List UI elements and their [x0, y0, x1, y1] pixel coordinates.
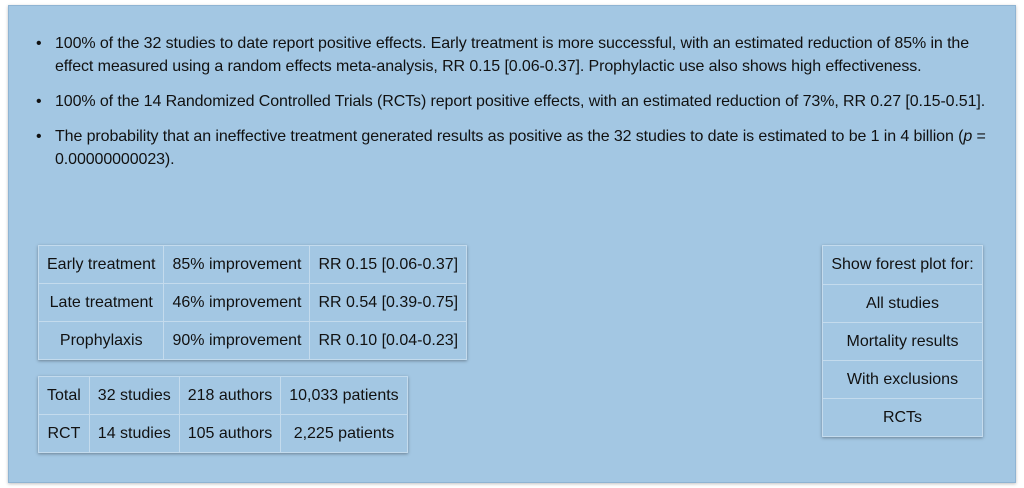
table-row: Prophylaxis 90% improvement RR 0.10 [0.0… [37, 321, 468, 360]
counts-studies: 32 studies [88, 376, 180, 415]
results-improvement: 85% improvement [163, 245, 311, 284]
table-row: Early treatment 85% improvement RR 0.15 … [37, 245, 468, 284]
p-symbol: p [963, 128, 973, 145]
bullet-text: 100% of the 14 Randomized Controlled Tri… [55, 93, 986, 110]
results-category: Late treatment [37, 283, 165, 322]
bullet-dot: • [36, 128, 42, 145]
bullet-text-before: The probability that an ineffective trea… [55, 128, 964, 145]
forest-plot-header: Show forest plot for: [831, 256, 974, 273]
results-improvement: 90% improvement [163, 321, 311, 360]
forest-option-with-exclusions[interactable]: With exclusions [823, 360, 982, 398]
table-row: RCT 14 studies 105 authors 2,225 patient… [38, 414, 408, 453]
results-improvement: 46% improvement [163, 283, 311, 322]
counts-patients: 2,225 patients [280, 414, 408, 453]
forest-plot-menu: Show forest plot for: All studies Mortal… [822, 245, 983, 437]
counts-table: Total 32 studies 218 authors 10,033 pati… [38, 376, 408, 453]
results-table: Early treatment 85% improvement RR 0.15 … [37, 245, 468, 360]
results-category: Early treatment [37, 245, 165, 284]
table-row: Total 32 studies 218 authors 10,033 pati… [38, 376, 408, 415]
bullet-text: 100% of the 32 studies to date report po… [55, 35, 970, 75]
results-rr: RR 0.54 [0.39-0.75] [309, 283, 468, 322]
bullet-dot: • [36, 35, 42, 52]
results-rr: RR 0.15 [0.06-0.37] [309, 245, 468, 284]
results-category: Prophylaxis [37, 321, 165, 360]
bullet-all-studies: • 100% of the 32 studies to date report … [33, 32, 1003, 78]
bullet-dot: • [36, 93, 42, 110]
forest-option-all-studies[interactable]: All studies [823, 284, 982, 322]
counts-patients: 10,033 patients [280, 376, 408, 415]
forest-option-mortality-results[interactable]: Mortality results [823, 322, 982, 360]
counts-studies: 14 studies [88, 414, 180, 453]
counts-authors: 218 authors [178, 376, 282, 415]
bullet-rcts: • 100% of the 14 Randomized Controlled T… [33, 90, 1003, 113]
forest-option-rcts[interactable]: RCTs [823, 398, 982, 436]
counts-label: Total [38, 376, 90, 415]
table-row: Late treatment 46% improvement RR 0.54 [… [37, 283, 468, 322]
bullet-probability: • The probability that an ineffective tr… [33, 125, 1003, 171]
counts-authors: 105 authors [178, 414, 282, 453]
counts-label: RCT [38, 414, 90, 453]
results-rr: RR 0.10 [0.04-0.23] [309, 321, 468, 360]
bullet-text-after: = 0.00000000023). [55, 128, 986, 168]
summary-bullets: • 100% of the 32 studies to date report … [33, 32, 1003, 183]
